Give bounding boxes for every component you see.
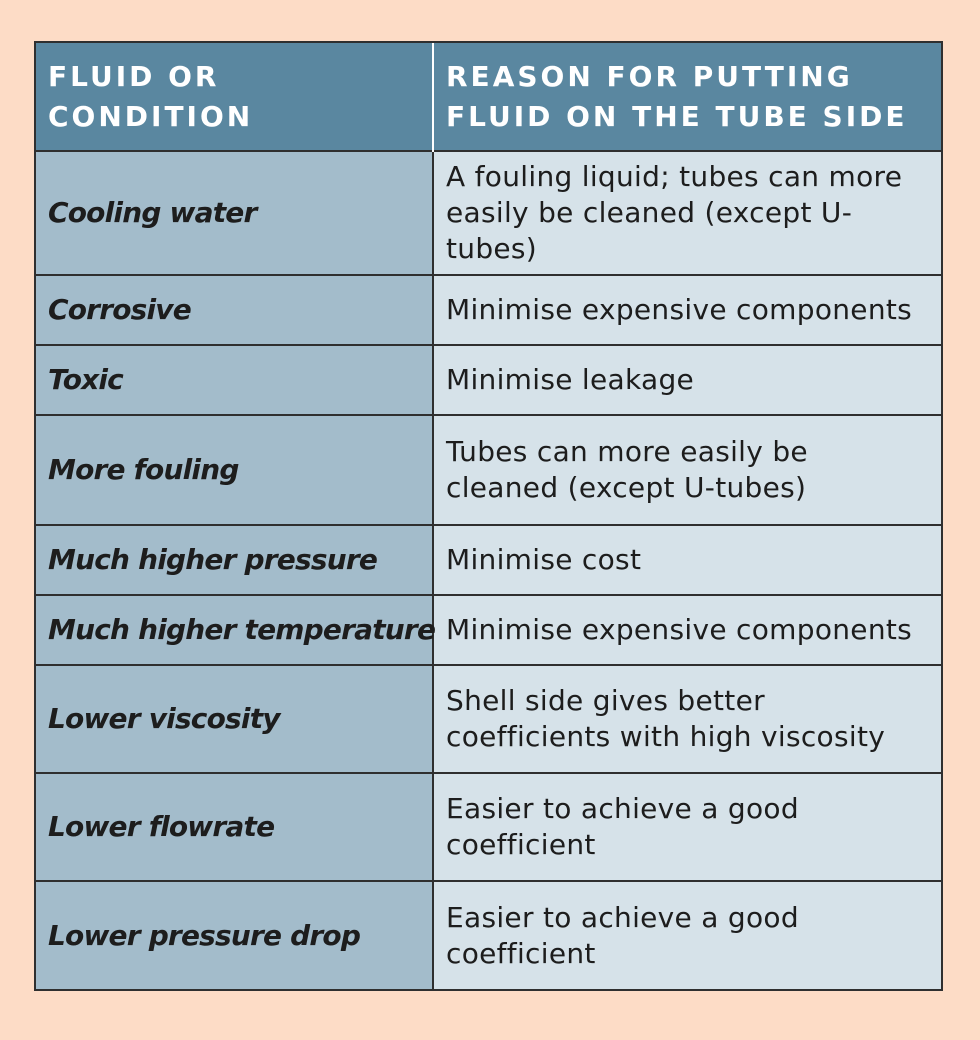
- header-reason: REASON FOR PUTTING FLUID ON THE TUBE SID…: [433, 43, 941, 151]
- reason-cell: Minimise cost: [433, 524, 941, 595]
- table-row: Cooling water A fouling liquid; tubes ca…: [36, 150, 941, 275]
- table-row: Lower viscosity Shell side gives better …: [36, 664, 941, 773]
- table-row: Lower flowrate Easier to achieve a good …: [36, 772, 941, 881]
- condition-cell: Cooling water: [36, 150, 434, 275]
- reason-cell: Shell side gives better coefficients wit…: [433, 664, 941, 773]
- table-row: Toxic Minimise leakage: [36, 344, 941, 415]
- condition-cell: Lower pressure drop: [36, 880, 434, 989]
- condition-cell: Corrosive: [36, 274, 434, 345]
- reason-cell: A fouling liquid; tubes can more easily …: [433, 150, 941, 275]
- header-row: FLUID OR CONDITION REASON FOR PUTTING FL…: [36, 43, 941, 151]
- reason-cell: Easier to achieve a good coefficient: [433, 772, 941, 881]
- fluid-allocation-table: FLUID OR CONDITION REASON FOR PUTTING FL…: [36, 43, 941, 989]
- table-body: Cooling water A fouling liquid; tubes ca…: [36, 150, 941, 989]
- table-row: Lower pressure drop Easier to achieve a …: [36, 880, 941, 989]
- table-row: Much higher pressure Minimise cost: [36, 524, 941, 595]
- reason-cell: Minimise leakage: [433, 344, 941, 415]
- reason-cell: Easier to achieve a good coefficient: [433, 880, 941, 989]
- condition-cell: Much higher pressure: [36, 524, 434, 595]
- table-row: Much higher temperature Minimise expensi…: [36, 594, 941, 665]
- condition-cell: Much higher temperature: [36, 594, 436, 665]
- condition-cell: Lower flowrate: [36, 772, 434, 881]
- table-row: More fouling Tubes can more easily be cl…: [36, 414, 941, 525]
- reason-cell: Minimise expensive components: [433, 274, 941, 345]
- table-header: FLUID OR CONDITION REASON FOR PUTTING FL…: [36, 43, 941, 151]
- fluid-allocation-table-container: FLUID OR CONDITION REASON FOR PUTTING FL…: [34, 41, 943, 991]
- condition-cell: Lower viscosity: [36, 664, 434, 773]
- condition-cell: Toxic: [36, 344, 434, 415]
- header-condition: FLUID OR CONDITION: [36, 43, 434, 151]
- reason-cell: Tubes can more easily be cleaned (except…: [433, 414, 941, 525]
- table-row: Corrosive Minimise expensive components: [36, 274, 941, 345]
- condition-cell: More fouling: [36, 414, 434, 525]
- reason-cell: Minimise expensive components: [433, 594, 941, 665]
